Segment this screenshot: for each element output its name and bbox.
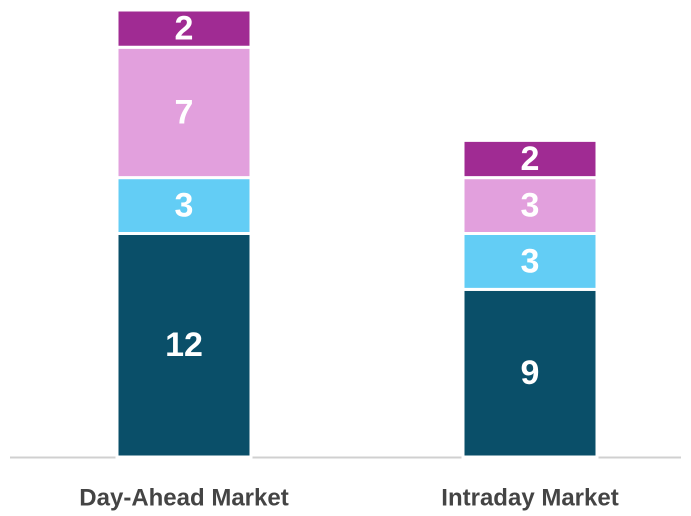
bar-segment bbox=[461, 232, 599, 291]
data-label: 7 bbox=[175, 93, 194, 131]
bar-segment bbox=[115, 232, 253, 459]
data-label: 3 bbox=[521, 187, 540, 225]
x-tick-label: Intraday Market bbox=[441, 484, 618, 511]
x-tick-label: Day-Ahead Market bbox=[79, 484, 288, 511]
data-label: 2 bbox=[175, 10, 194, 48]
data-label: 12 bbox=[165, 326, 203, 364]
data-label: 3 bbox=[521, 242, 540, 280]
data-label: 9 bbox=[521, 354, 540, 392]
bar-segment bbox=[461, 287, 599, 459]
bar-segment bbox=[461, 138, 599, 180]
bar-segment bbox=[115, 176, 253, 235]
bar-segment bbox=[461, 176, 599, 235]
data-label: 3 bbox=[175, 187, 194, 225]
data-label: 2 bbox=[521, 140, 540, 178]
bar-segment bbox=[115, 8, 253, 49]
